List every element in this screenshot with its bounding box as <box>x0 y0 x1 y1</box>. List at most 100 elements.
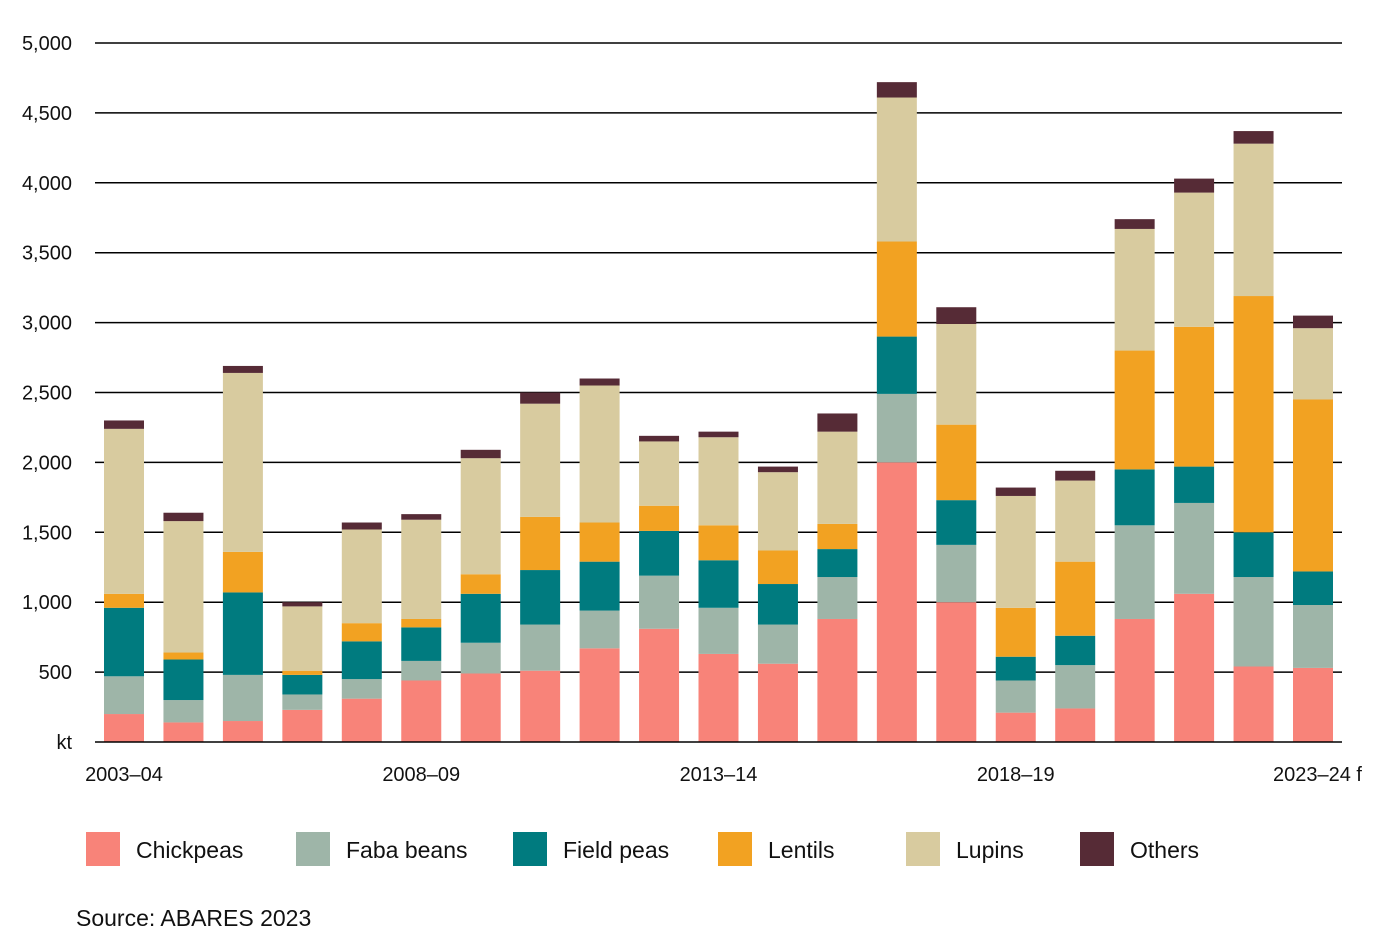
bar-segment <box>876 336 917 394</box>
bar-segment <box>1293 328 1333 400</box>
stacked-bar-chart: 500 1,000 1,500 2,000 2,500 3,000 3,500 4,000 4,… <box>22 33 1362 786</box>
bar-segment <box>639 530 680 576</box>
bar-segment <box>995 680 1036 713</box>
bar-segment <box>520 670 561 742</box>
bar-segment <box>936 500 977 545</box>
bar-segment <box>817 549 858 578</box>
bar-segment <box>995 495 1036 608</box>
bar-segment <box>817 431 858 524</box>
bar-segment <box>163 521 204 653</box>
bar-segment <box>341 698 382 742</box>
legend-swatch <box>513 832 547 866</box>
y-tick-label: 4,500 <box>22 103 72 125</box>
bar-stack <box>520 392 561 742</box>
bar-segment <box>757 663 798 742</box>
bar-segment <box>936 323 977 425</box>
bar-segment <box>222 674 263 722</box>
bar-segment <box>698 525 739 561</box>
bar-segment <box>282 674 323 695</box>
bar-segment <box>282 602 323 607</box>
bar-segment <box>876 393 917 463</box>
axes: 500 1,000 1,500 2,000 2,500 3,000 3,500 4,000 4,… <box>22 33 1362 786</box>
legend-label: Others <box>1130 837 1200 863</box>
legend-label: Lupins <box>956 837 1024 863</box>
bar-segment <box>698 560 739 608</box>
bar-segment <box>520 624 561 671</box>
bar-stack <box>1293 315 1333 742</box>
bar-segment <box>104 428 144 594</box>
bar-segment <box>282 694 323 710</box>
bar-segment <box>520 392 561 404</box>
bar-segment <box>341 529 382 624</box>
bar-segment <box>639 575 680 629</box>
bar-segment <box>1293 667 1333 742</box>
bar-segment <box>163 512 204 522</box>
bar-segment <box>1055 635 1096 666</box>
bar-segment <box>1293 571 1333 605</box>
bar-segment <box>282 670 323 675</box>
bar-segment <box>1174 466 1215 503</box>
bar-segment <box>1114 350 1155 470</box>
legend-label: Faba beans <box>346 837 468 863</box>
bar-segment <box>163 652 204 660</box>
bar-segment <box>460 593 501 643</box>
legend-swatch <box>718 832 752 866</box>
bar-segment <box>995 487 1036 496</box>
legend-swatch <box>1080 832 1114 866</box>
y-tick-label: 500 <box>39 662 72 684</box>
bar-segment <box>1055 480 1096 562</box>
bar-segment <box>639 505 680 531</box>
bar-segment <box>1233 532 1274 578</box>
bar-segment <box>698 607 739 654</box>
bar-segment <box>936 544 977 603</box>
bar-segment <box>579 385 620 523</box>
bar-segment <box>1055 708 1096 742</box>
bar-segment <box>341 641 382 680</box>
bar-segment <box>876 241 917 337</box>
legend-label: Chickpeas <box>136 837 244 863</box>
bar-segment <box>520 516 561 571</box>
x-tick-label: 2013–14 <box>680 764 758 786</box>
bar-segment <box>401 514 442 520</box>
bar-segment <box>1055 561 1096 636</box>
bar-stack <box>757 466 798 742</box>
bar-segment <box>401 519 442 619</box>
y-tick-label: 4,000 <box>22 173 72 195</box>
x-tick-label: 2023–24 f <box>1273 764 1362 786</box>
bar-stack <box>1114 219 1155 742</box>
y-tick-label: 5,000 <box>22 33 72 55</box>
source-note: Source: ABARES 2023 <box>76 905 312 931</box>
bar-stack <box>341 522 382 742</box>
legend-swatch <box>86 832 120 866</box>
bar-segment <box>222 372 263 552</box>
bar-segment <box>579 648 620 742</box>
bar-segment <box>817 577 858 619</box>
bar-segment <box>460 642 501 674</box>
bar-segment <box>1174 593 1215 742</box>
bar-segment <box>520 570 561 625</box>
bar-segment <box>163 659 204 701</box>
bar-segment <box>757 466 798 473</box>
bar-stack <box>995 487 1036 742</box>
bar-stack <box>401 514 442 742</box>
bar-segment <box>579 378 620 386</box>
bar-segment <box>936 602 977 742</box>
bar-segment <box>104 676 144 715</box>
bar-segment <box>1174 502 1215 594</box>
bar-segment <box>341 679 382 699</box>
bar-segment <box>757 550 798 585</box>
bar-segment <box>1233 296 1274 533</box>
legend-label: Lentils <box>768 837 835 863</box>
bar-segment <box>222 592 263 675</box>
bar-segment <box>579 561 620 611</box>
bar-segment <box>460 574 501 594</box>
bar-segment <box>876 462 917 742</box>
bar-segment <box>698 653 739 742</box>
bar-stack <box>639 435 680 742</box>
x-tick-label: 2008–09 <box>382 764 460 786</box>
bar-segment <box>1055 470 1096 481</box>
bar-segment <box>995 607 1036 657</box>
bar-segment <box>1293 315 1333 329</box>
bar-segment <box>639 628 680 742</box>
bar-stack <box>222 365 263 742</box>
